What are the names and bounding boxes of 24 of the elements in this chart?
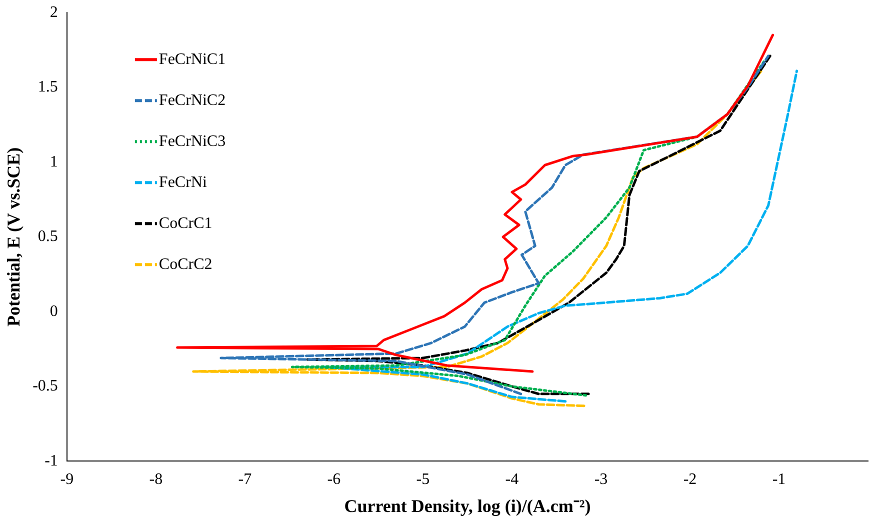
y-tick-label: 0.5 [38,228,58,246]
y-tick-label: 0 [50,302,58,320]
x-tick-label: -3 [594,471,608,488]
x-tick-label: -2 [683,471,697,488]
legend-label: FeCrNiC1 [158,50,226,68]
legend-label: FeCrNi [158,174,208,191]
y-tick-label: 1.5 [38,78,58,96]
legend-label: CoCrC2 [158,256,212,273]
x-tick-label: -4 [505,471,519,488]
x-tick-label: -9 [60,471,74,488]
x-tick-label: -5 [416,471,430,488]
legend-label: FeCrNiC3 [158,132,226,150]
x-tick-label: -7 [238,471,252,488]
y-axis-title: Potential, E (V vs.SCE) [3,147,24,326]
y-tick-label: -0.5 [32,378,58,395]
legend-label: FeCrNiC2 [158,92,226,109]
y-tick-label: 1 [50,153,58,170]
legend-label: CoCrC1 [158,214,212,232]
y-tick-label: -1 [44,452,58,470]
x-tick-label: -6 [327,471,341,488]
x-tick-label: -8 [149,471,163,488]
x-axis-title: Current Density, log (i)/(A.cm⁻²) [344,496,591,516]
x-tick-label: -1 [772,471,786,488]
y-tick-label: 2 [50,4,58,21]
